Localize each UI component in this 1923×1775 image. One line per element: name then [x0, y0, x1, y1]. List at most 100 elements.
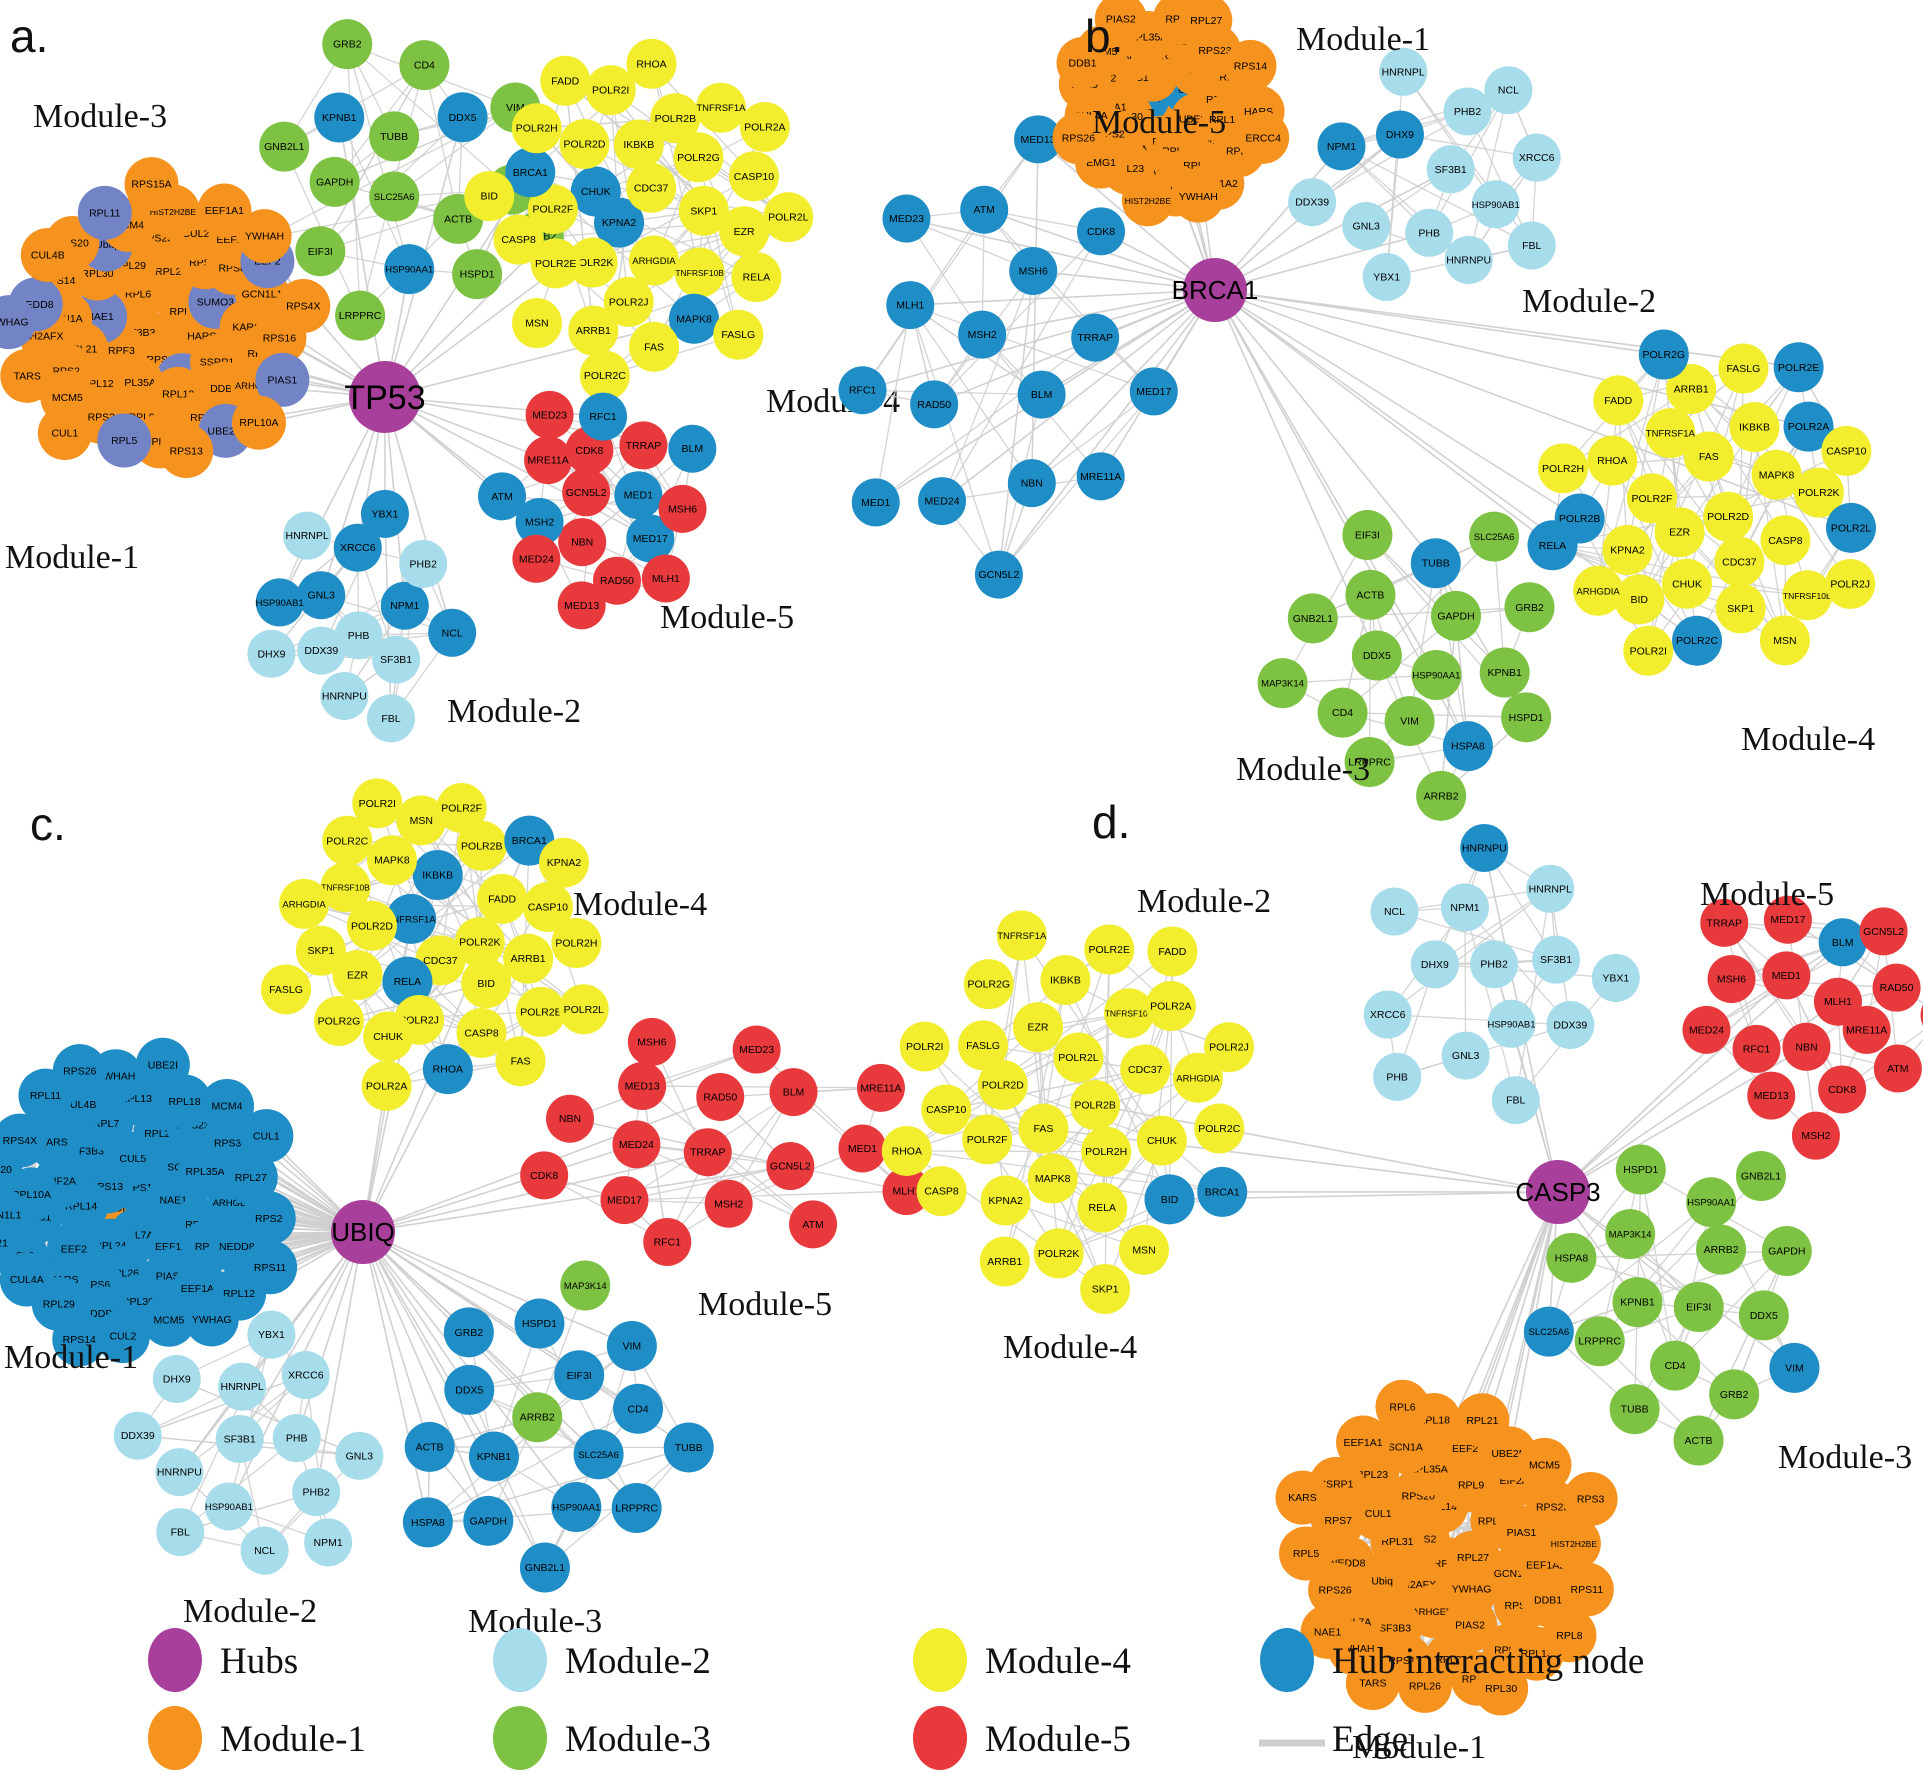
- node-MSN[interactable]: MSN: [396, 795, 447, 846]
- node-HNRNPL[interactable]: HNRNPL: [1526, 864, 1575, 913]
- node-RPS11[interactable]: RPS11: [1559, 1562, 1614, 1617]
- node-RHOA[interactable]: RHOA: [881, 1125, 932, 1176]
- node-TRRAP[interactable]: TRRAP: [619, 421, 668, 470]
- node-MED17[interactable]: MED17: [1763, 895, 1812, 944]
- node-RELA[interactable]: RELA: [1077, 1182, 1128, 1233]
- node-DHX9[interactable]: DHX9: [1410, 940, 1459, 989]
- node-ARRB2[interactable]: ARRB2: [1696, 1224, 1747, 1275]
- node-POLR2C[interactable]: POLR2C: [579, 350, 630, 401]
- node-RAD50[interactable]: RAD50: [1872, 963, 1921, 1012]
- node-UBE2I[interactable]: UBE2I: [135, 1037, 190, 1092]
- node-GNB2L1[interactable]: GNB2L1: [1735, 1151, 1786, 1202]
- node-MSH2[interactable]: MSH2: [1791, 1111, 1840, 1160]
- node-RPL27[interactable]: RPL27: [1180, 0, 1233, 47]
- node-HSPD1[interactable]: HSPD1: [452, 249, 503, 300]
- node-CASP10[interactable]: CASP10: [921, 1084, 972, 1135]
- node-HNRNPU[interactable]: HNRNPU: [155, 1448, 204, 1497]
- node-RAD50[interactable]: RAD50: [910, 380, 959, 429]
- node-CD4[interactable]: CD4: [1650, 1340, 1701, 1391]
- node-MED17[interactable]: MED17: [626, 514, 675, 563]
- node-BID[interactable]: BID: [461, 958, 512, 1009]
- node-POLR2L[interactable]: POLR2L: [1053, 1032, 1104, 1083]
- node-ARRB1[interactable]: ARRB1: [1666, 363, 1717, 414]
- node-SF3B1[interactable]: SF3B1: [1532, 935, 1581, 984]
- node-ATM[interactable]: ATM: [789, 1200, 838, 1249]
- node-MSH6[interactable]: MSH6: [627, 1017, 676, 1066]
- node-KPNA2[interactable]: KPNA2: [1602, 525, 1653, 576]
- node-FBL[interactable]: FBL: [1507, 221, 1556, 270]
- node-FAS[interactable]: FAS: [1018, 1103, 1069, 1154]
- node-MRE11A[interactable]: MRE11A: [1842, 1005, 1891, 1054]
- node-MED24[interactable]: MED24: [918, 477, 967, 526]
- node-HSP90AB1[interactable]: HSP90AB1: [1472, 180, 1520, 229]
- node-NCL[interactable]: NCL: [240, 1526, 289, 1575]
- node-RAD50[interactable]: RAD50: [592, 556, 641, 605]
- node-ARRB1[interactable]: ARRB1: [979, 1236, 1030, 1287]
- node-RPS26[interactable]: RPS26: [1052, 112, 1105, 165]
- node-POLR2F[interactable]: POLR2F: [527, 184, 578, 235]
- node-POLR2J[interactable]: POLR2J: [1825, 558, 1876, 609]
- node-POLR2E[interactable]: POLR2E: [1773, 342, 1824, 393]
- node-GNL3[interactable]: GNL3: [1441, 1031, 1490, 1080]
- node-BLM[interactable]: BLM: [1017, 370, 1066, 419]
- node-POLR2D[interactable]: POLR2D: [559, 119, 610, 170]
- node-MED17[interactable]: MED17: [600, 1176, 649, 1225]
- node-RFC1[interactable]: RFC1: [838, 366, 887, 415]
- node-CASP8[interactable]: CASP8: [456, 1007, 507, 1058]
- node-DDX5[interactable]: DDX5: [1738, 1290, 1789, 1341]
- node-GAPDH[interactable]: GAPDH: [1430, 590, 1481, 641]
- node-POLR2I[interactable]: POLR2I: [352, 778, 403, 829]
- node-TRRAP[interactable]: TRRAP: [1071, 313, 1120, 362]
- node-BRCA1[interactable]: BRCA1: [1197, 1166, 1248, 1217]
- node-RPL11[interactable]: RPL11: [77, 185, 132, 240]
- node-CHUK[interactable]: CHUK: [570, 166, 621, 217]
- node-RPL21[interactable]: RPL21: [0, 1216, 19, 1270]
- node-POLR2D[interactable]: POLR2D: [977, 1059, 1028, 1110]
- node-RELA[interactable]: RELA: [731, 252, 782, 303]
- node-ARHGDIA[interactable]: ARHGDIA: [279, 878, 330, 929]
- node-MCM5[interactable]: MCM5: [141, 1292, 196, 1347]
- node-HSPA8[interactable]: HSPA8: [402, 1497, 453, 1548]
- node-RPL26[interactable]: RPL26: [1397, 1658, 1452, 1713]
- node-PHB[interactable]: PHB: [272, 1414, 321, 1463]
- node-RFC1[interactable]: RFC1: [643, 1217, 692, 1266]
- node-TNFRSF10B[interactable]: TNFRSF10B: [674, 247, 725, 298]
- node-NAE1[interactable]: NAE1: [1300, 1604, 1355, 1659]
- node-RPL27[interactable]: RPL27: [223, 1150, 278, 1205]
- node-POLR2I[interactable]: POLR2I: [899, 1021, 950, 1072]
- node-MAP3K14[interactable]: MAP3K14: [1605, 1209, 1656, 1260]
- node-ACTB[interactable]: ACTB: [1345, 569, 1396, 620]
- node-CD4[interactable]: CD4: [399, 40, 450, 91]
- node-DHX9[interactable]: DHX9: [1375, 110, 1424, 159]
- node-NPM1[interactable]: NPM1: [304, 1518, 353, 1567]
- node-EZR[interactable]: EZR: [332, 950, 383, 1001]
- node-GNL3[interactable]: GNL3: [1342, 202, 1391, 251]
- node-ARHGDIA[interactable]: ARHGDIA: [628, 235, 679, 286]
- node-POLR2I[interactable]: POLR2I: [1623, 625, 1674, 676]
- node-POLR2L[interactable]: POLR2L: [558, 984, 609, 1035]
- node-MSN[interactable]: MSN: [1759, 615, 1810, 666]
- node-SKP1[interactable]: SKP1: [678, 185, 729, 236]
- node-GNL3[interactable]: GNL3: [297, 571, 346, 620]
- node-GRB2[interactable]: GRB2: [1709, 1369, 1760, 1420]
- node-ARRB1[interactable]: ARRB1: [503, 933, 554, 984]
- node-MLH1[interactable]: MLH1: [886, 281, 935, 330]
- node-EEF1A1[interactable]: EEF1A1: [1336, 1415, 1391, 1470]
- node-FAS[interactable]: FAS: [495, 1036, 546, 1087]
- node-KPNB1[interactable]: KPNB1: [1612, 1277, 1663, 1328]
- node-HNRNPU[interactable]: HNRNPU: [320, 671, 369, 720]
- node-FADD[interactable]: FADD: [477, 873, 528, 924]
- node-FASLG[interactable]: FASLG: [958, 1020, 1009, 1071]
- node-SLC25A6[interactable]: SLC25A6: [1523, 1306, 1574, 1357]
- node-CASP8[interactable]: CASP8: [916, 1166, 967, 1217]
- node-ACTB[interactable]: ACTB: [404, 1421, 455, 1472]
- node-GRB2[interactable]: GRB2: [1504, 582, 1555, 633]
- node-RPS4X[interactable]: RPS4X: [276, 279, 331, 334]
- node-SKP1[interactable]: SKP1: [295, 925, 346, 976]
- node-CUL1[interactable]: CUL1: [37, 406, 92, 461]
- node-RPS2[interactable]: RPS2: [241, 1191, 296, 1246]
- node-ARHGDIA[interactable]: ARHGDIA: [1573, 565, 1624, 616]
- node-POLR2C[interactable]: POLR2C: [322, 815, 373, 866]
- node-POLR2B[interactable]: POLR2B: [1070, 1080, 1121, 1131]
- node-POLR2F[interactable]: POLR2F: [1626, 473, 1677, 524]
